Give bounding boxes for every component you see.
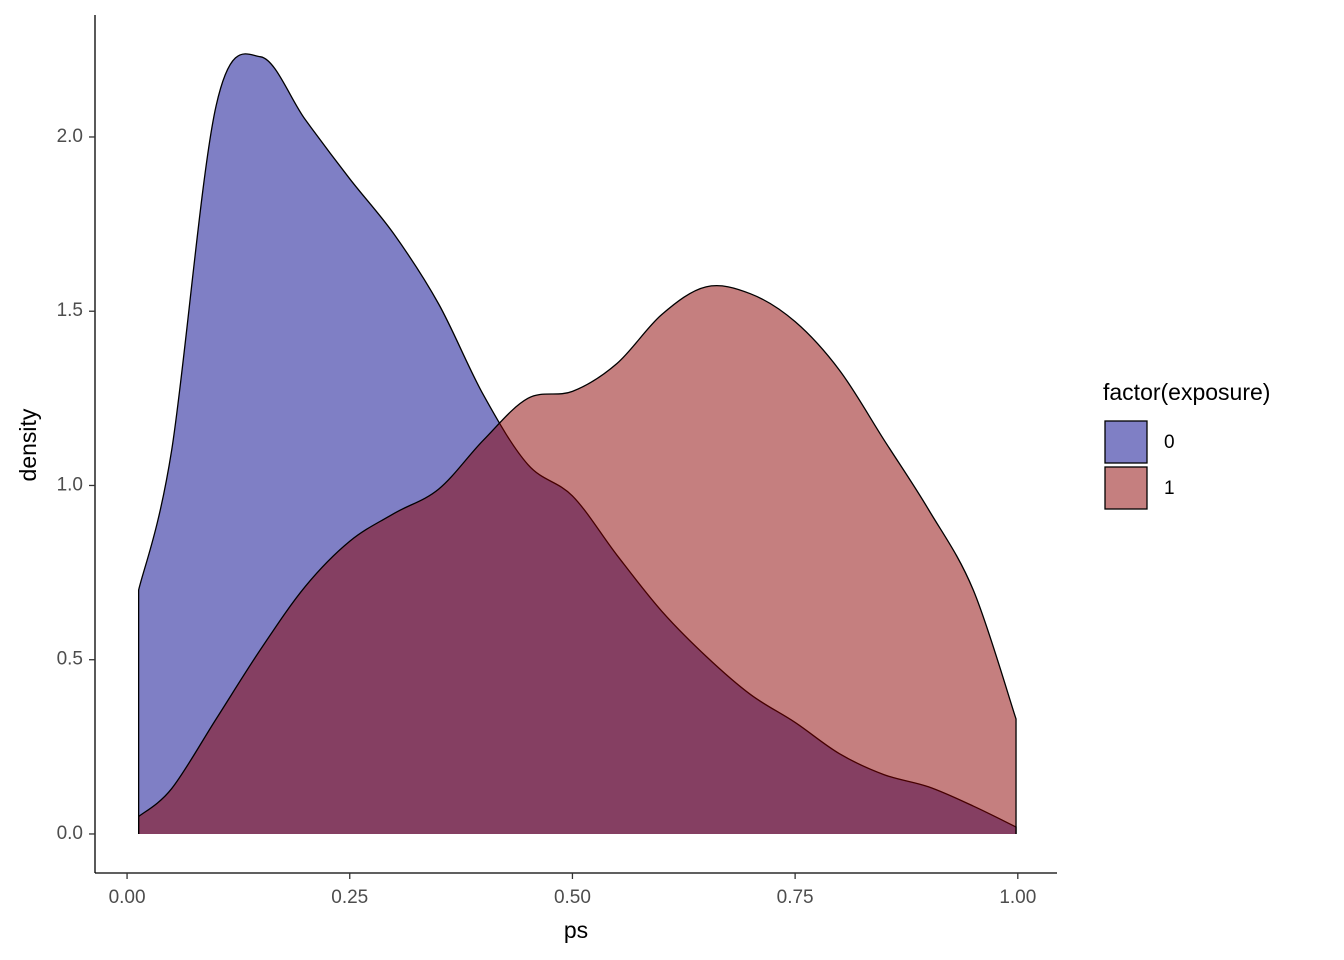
y-tick-label: 1.0 <box>57 474 83 495</box>
x-tick-label: 0.25 <box>331 887 368 908</box>
x-tick-label: 0.50 <box>554 887 591 908</box>
legend-key <box>1104 420 1148 464</box>
y-tick-label: 0.0 <box>57 823 83 844</box>
legend-key <box>1104 466 1148 510</box>
x-tick-label: 0.00 <box>109 887 146 908</box>
x-tick-label: 1.00 <box>999 887 1036 908</box>
density-line <box>137 284 1017 834</box>
x-tick-label: 0.75 <box>777 887 814 908</box>
y-axis-title: density <box>15 408 41 481</box>
x-axis-title: ps <box>564 917 588 943</box>
legend-label: 0 <box>1164 432 1175 453</box>
legend-title: factor(exposure) <box>1103 379 1270 405</box>
legend-label: 1 <box>1164 478 1175 499</box>
y-tick-label: 2.0 <box>57 126 83 147</box>
y-tick-label: 0.5 <box>57 649 83 670</box>
y-tick-label: 1.5 <box>57 300 83 321</box>
density-area <box>138 285 1017 834</box>
